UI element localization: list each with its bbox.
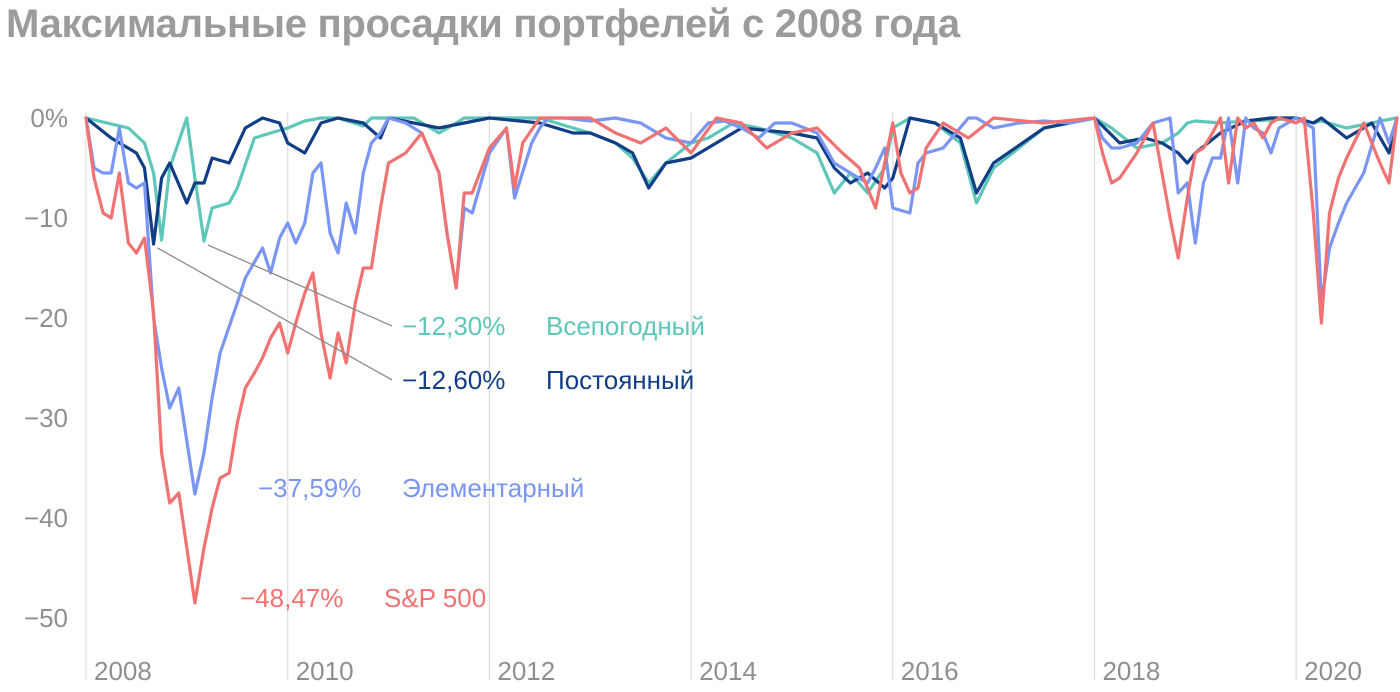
y-tick-label: −40	[24, 503, 68, 533]
y-tick-label: −20	[24, 303, 68, 333]
chart-title: Максимальные просадки портфелей с 2008 г…	[6, 2, 960, 46]
min-annotations: −12,30% Всепогодный −12,60% Постоянный −37,5…	[157, 244, 705, 613]
x-tick-label: 2020	[1304, 656, 1362, 686]
min-value-label: −12,60%	[402, 365, 505, 395]
series-name-label: Всепогодный	[546, 311, 705, 341]
x-tick-label: 2010	[296, 656, 354, 686]
series-name-label: Элементарный	[402, 473, 584, 503]
series-lines	[84, 116, 1399, 605]
x-tick-label: 2014	[699, 656, 757, 686]
series-line-1	[84, 116, 1399, 243]
min-value-label: −48,47%	[240, 583, 343, 613]
series-name-label: S&P 500	[384, 583, 486, 613]
series-line-4	[84, 116, 1399, 605]
y-tick-label: −30	[24, 403, 68, 433]
y-tick-label: −10	[24, 203, 68, 233]
series-line-2	[84, 116, 1399, 246]
min-value-label: −37,59%	[258, 473, 361, 503]
vertical-gridlines	[85, 112, 1297, 680]
leader-line	[207, 244, 393, 327]
y-axis-ticks: 0% −10 −20 −30 −40 −50	[24, 103, 68, 633]
series-line-3	[84, 116, 1399, 496]
y-tick-label: −50	[24, 603, 68, 633]
x-tick-label: 2016	[901, 656, 959, 686]
x-tick-label: 2018	[1102, 656, 1160, 686]
x-tick-label: 2008	[94, 656, 152, 686]
y-tick-label: 0%	[30, 103, 68, 133]
x-axis-ticks: 2008 2010 2012 2014 2016 2018 2020	[94, 656, 1362, 686]
leader-line	[157, 247, 393, 381]
x-tick-label: 2012	[497, 656, 555, 686]
series-name-label: Постоянный	[546, 365, 694, 395]
min-value-label: −12,30%	[402, 311, 505, 341]
